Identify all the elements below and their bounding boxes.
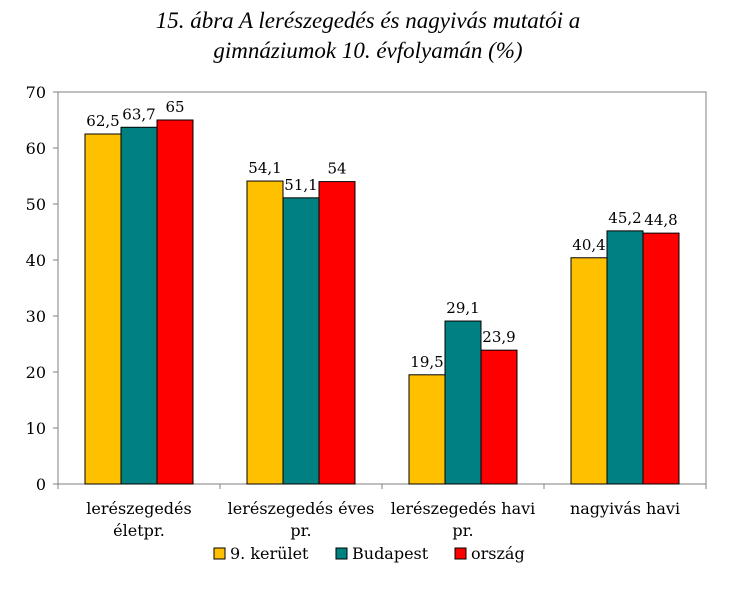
data-label: 63,7 — [122, 105, 155, 123]
bar — [156, 119, 194, 485]
bar — [444, 320, 482, 485]
bar — [318, 181, 356, 485]
chart-marks: 0 10 20 30 40 50 60 70 62,5 63,7 65 lerészegedés éle… — [26, 83, 707, 540]
data-label: 19,5 — [410, 353, 443, 371]
y-tick-label: 70 — [26, 83, 46, 102]
bar — [246, 180, 284, 485]
bar — [642, 232, 680, 485]
legend-label: ország — [471, 544, 525, 563]
chart-legend: 9. kerület Budapest ország — [213, 544, 525, 563]
y-tick-label: 10 — [26, 419, 46, 438]
data-label: 62,5 — [86, 112, 119, 130]
x-category-label: lerészegedés éves — [228, 499, 375, 518]
data-label: 54,1 — [248, 159, 281, 177]
x-category-label: pr. — [452, 521, 473, 540]
x-category-label: pr. — [290, 521, 311, 540]
bar — [120, 126, 158, 485]
legend-label: 9. kerület — [230, 544, 309, 563]
data-label: 29,1 — [446, 299, 479, 317]
y-tick-label: 0 — [36, 475, 46, 494]
bar — [282, 197, 320, 485]
bar — [84, 133, 122, 485]
legend-swatch — [213, 547, 226, 560]
legend-swatch — [335, 547, 348, 560]
bar — [480, 349, 518, 485]
data-label: 54 — [327, 160, 346, 178]
x-category-label: életpr. — [113, 521, 165, 540]
data-label: 51,1 — [284, 176, 317, 194]
y-tick-label: 60 — [26, 139, 46, 158]
data-label: 45,2 — [608, 209, 641, 227]
x-category-label: lerészegedés havi — [391, 499, 536, 518]
y-tick-label: 30 — [26, 307, 46, 326]
chart-title-line-1: 15. ábra A lerészegedés és nagyivás muta… — [156, 8, 581, 33]
data-label: 23,9 — [482, 328, 515, 346]
data-label: 44,8 — [644, 211, 677, 229]
bar — [606, 230, 644, 485]
data-label: 65 — [165, 98, 184, 116]
legend-swatch — [454, 547, 467, 560]
bar — [408, 374, 446, 485]
legend-label: Budapest — [352, 544, 429, 563]
x-category-label: nagyivás havi — [570, 499, 680, 518]
data-label: 40,4 — [572, 236, 605, 254]
x-category-label: lerészegedés — [86, 499, 191, 518]
y-tick-label: 40 — [26, 251, 46, 270]
y-tick-label: 20 — [26, 363, 46, 382]
chart-title-line-2: gimnáziumok 10. évfolyamán (%) — [213, 38, 522, 63]
bar — [570, 257, 608, 485]
y-tick-label: 50 — [26, 195, 46, 214]
